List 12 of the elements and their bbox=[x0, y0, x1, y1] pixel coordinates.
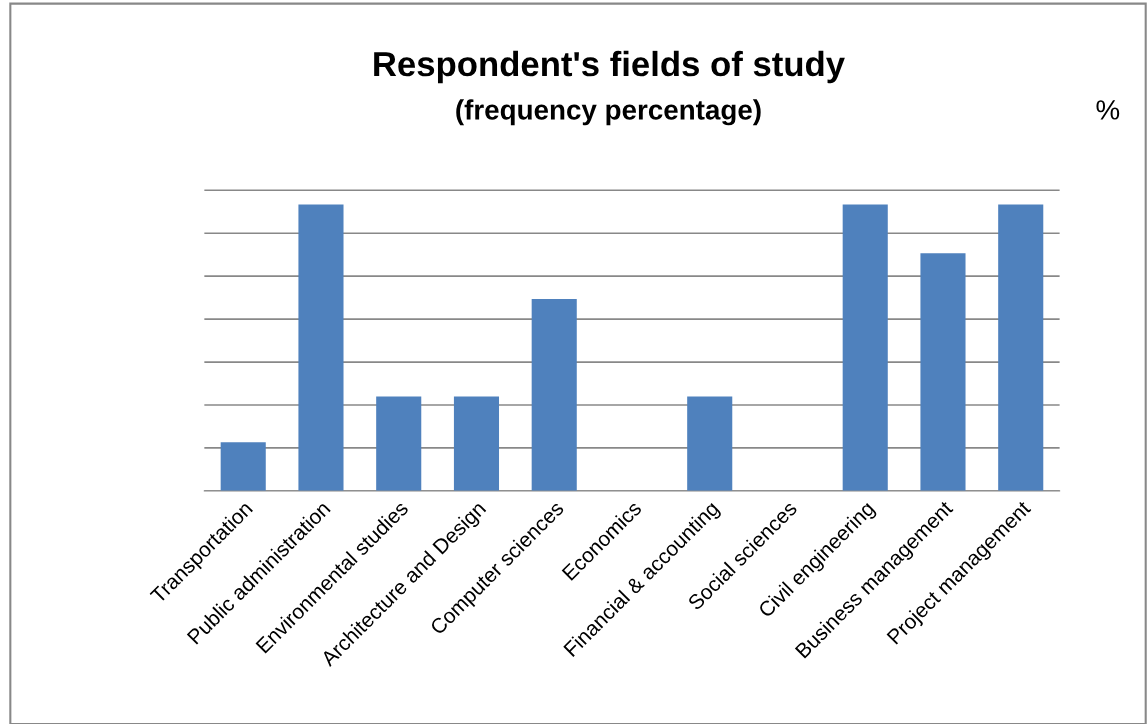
bar bbox=[220, 442, 266, 491]
chart-subtitle: (frequency percentage) bbox=[456, 99, 761, 126]
bar bbox=[687, 396, 733, 491]
bar bbox=[920, 253, 966, 491]
text: % bbox=[1096, 100, 1120, 120]
chart-title: Respondent's fields of study bbox=[374, 50, 845, 84]
bar bbox=[376, 396, 422, 491]
bar bbox=[998, 204, 1044, 491]
bar bbox=[453, 396, 500, 491]
bar bbox=[298, 204, 344, 491]
bar bbox=[842, 204, 888, 491]
bar bbox=[531, 299, 577, 491]
